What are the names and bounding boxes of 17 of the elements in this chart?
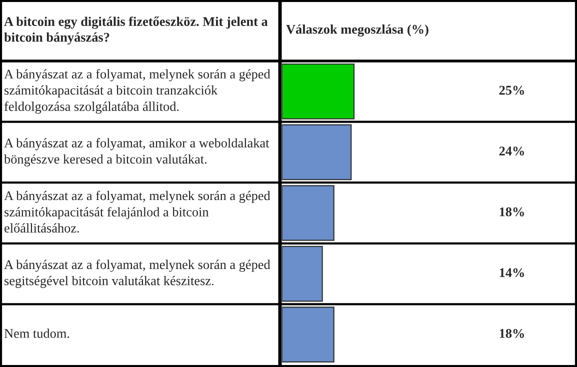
- y-tick-label: A bányászat az a folyamat, melynek során a géped számitókapacitását a bitcoin tranzakciók feldolgozása szolgálatába állitod.: [4, 69, 270, 114]
- text: A bitcoin egy digitális fizetőeszköz. Mit jelent a bitcoin bányászás?: [4, 16, 268, 44]
- bar: [282, 63, 355, 120]
- y-tick-label: A bányászat az a folyamat, melynek során a géped segitségével bitcoin valutákat készitesz.: [4, 260, 270, 288]
- y-tick-label: A bányászat az a folyamat, melynek során a géped számitókapacitását felajánlod a bitcoin előállitásához.: [4, 190, 270, 233]
- y-tick-label: A bányászat az a folyamat, amikor a weboldalakat böngészve keresed a bitcoin valutákat.: [4, 138, 270, 166]
- bar: [282, 124, 352, 180]
- x-axis-title: Válaszok megoszlása (%): [286, 24, 428, 37]
- data-label: 18%: [500, 329, 524, 338]
- data-label: 25%: [499, 86, 524, 95]
- data-label: 24%: [499, 146, 524, 156]
- bar: [282, 185, 334, 241]
- bar: [282, 246, 323, 302]
- data-label: 14%: [500, 268, 524, 278]
- data-label: 18%: [500, 207, 524, 216]
- bar: [282, 306, 334, 363]
- y-tick-label: Nem tudom.: [4, 328, 70, 338]
